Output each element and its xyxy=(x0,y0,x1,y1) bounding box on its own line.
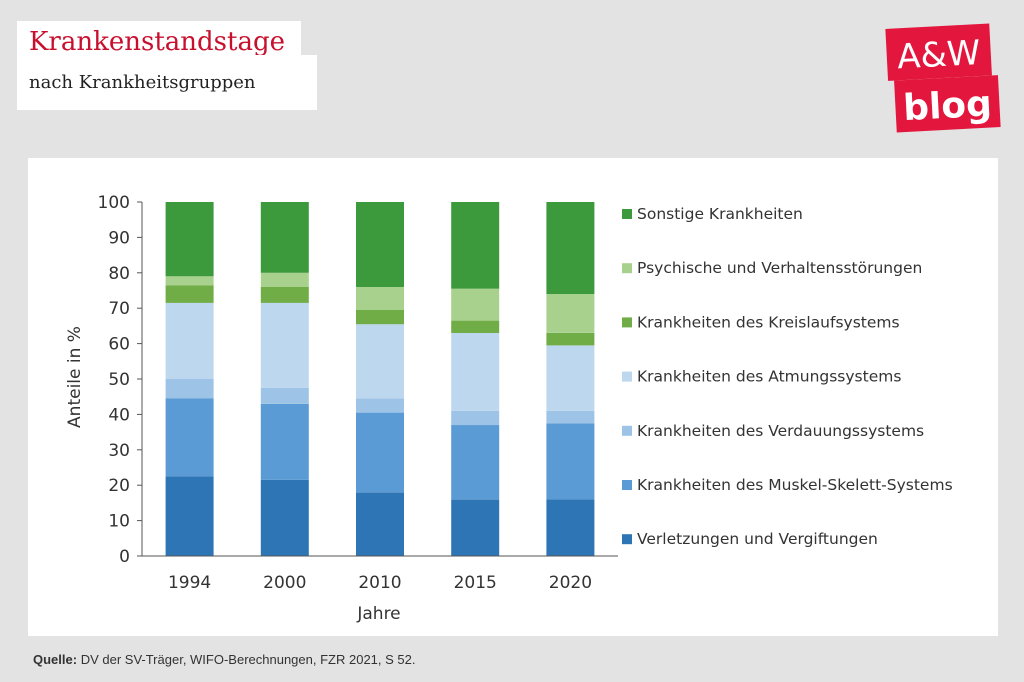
y-tick-label: 40 xyxy=(108,405,130,425)
bar-segment-2010-3 xyxy=(356,324,404,399)
legend-swatch xyxy=(622,371,632,382)
legend-label: Psychische und Verhaltensstörungen xyxy=(637,259,922,277)
bar-segment-2020-5 xyxy=(546,294,595,333)
legend-swatch xyxy=(622,480,632,490)
legend-label: Krankheiten des Verdauungssystems xyxy=(637,422,924,440)
bar-segment-1994-1 xyxy=(165,398,214,477)
bar-segment-1994-2 xyxy=(165,379,214,399)
y-tick-label: 70 xyxy=(108,299,130,319)
bar-segment-1994-0 xyxy=(165,476,214,556)
x-axis: 1994 2000 2010 2015 2020 xyxy=(142,555,618,593)
bar-segment-2000-1 xyxy=(260,403,309,480)
bar-segment-2000-5 xyxy=(260,272,309,287)
y-tick-label: 100 xyxy=(98,193,130,213)
stacked-bar-chart: 0 10 20 30 40 50 60 70 80 90 100 1994 2000 2010 2015 2… xyxy=(65,193,953,624)
bar-segment-2020-0 xyxy=(546,499,595,556)
bar-segment-1994-5 xyxy=(165,276,214,286)
bars-group xyxy=(165,202,595,556)
legend-swatch xyxy=(622,534,632,545)
bar-segment-2015-3 xyxy=(451,333,500,411)
x-tick-label: 2010 xyxy=(358,573,401,593)
bar-segment-2015-4 xyxy=(451,320,500,333)
bar-segment-2010-1 xyxy=(356,412,404,493)
bar-segment-2020-4 xyxy=(546,333,595,346)
bar-segment-2020-2 xyxy=(546,410,595,424)
y-tick-label: 0 xyxy=(119,547,130,567)
chart-panel: 0 10 20 30 40 50 60 70 80 90 100 1994 2000 2010 2015 2… xyxy=(28,158,998,636)
bar-segment-2015-0 xyxy=(451,499,500,556)
bar-segment-2020-3 xyxy=(546,345,595,411)
bar-segment-2015-1 xyxy=(451,425,500,500)
legend: Sonstige Krankheiten Psychische und Verha… xyxy=(622,205,953,548)
y-tick-label: 80 xyxy=(108,264,130,284)
legend-swatch xyxy=(622,317,632,328)
y-tick-label: 10 xyxy=(108,512,130,532)
bar-segment-2000-6 xyxy=(260,202,309,273)
bar-segment-1994-4 xyxy=(165,285,214,303)
legend-swatch xyxy=(622,425,632,436)
logo-top-block xyxy=(885,23,992,81)
legend-swatch xyxy=(622,209,632,219)
y-tick-label: 30 xyxy=(108,441,130,461)
bar-segment-2010-0 xyxy=(356,492,404,556)
logo-bottom-text: blog xyxy=(902,84,993,130)
legend-label: Verletzungen und Vergiftungen xyxy=(637,530,878,548)
logo-top-text: A&W xyxy=(896,33,981,77)
bar-segment-2000-2 xyxy=(260,387,309,404)
source-text: DV der SV-Träger, WIFO-Berechnungen, FZR… xyxy=(80,652,416,667)
y-tick-label: 20 xyxy=(108,476,130,496)
page-subtitle: nach Krankheitsgruppen xyxy=(29,72,256,93)
bar-segment-2010-2 xyxy=(356,398,404,413)
x-tick-label: 2000 xyxy=(263,573,306,593)
x-tick-label: 2015 xyxy=(454,573,497,593)
source-label: Quelle: xyxy=(33,652,78,667)
page-title: Krankenstandstage xyxy=(29,27,285,57)
bar-segment-2015-2 xyxy=(451,410,500,426)
legend-label: Sonstige Krankheiten xyxy=(637,205,803,223)
y-tick-label: 90 xyxy=(108,228,130,248)
x-tick-label: 1994 xyxy=(168,573,211,593)
bar-segment-1994-6 xyxy=(165,202,214,277)
bar-segment-2010-5 xyxy=(356,287,404,310)
legend-label: Krankheiten des Muskel-Skelett-Systems xyxy=(637,476,953,494)
bar-segment-1994-3 xyxy=(165,302,214,379)
bar-segment-2010-6 xyxy=(356,202,404,287)
legend-label: Krankheiten des Atmungssystems xyxy=(637,368,901,386)
bar-segment-2000-0 xyxy=(260,479,309,556)
bar-segment-2020-1 xyxy=(546,423,595,500)
bar-segment-2020-6 xyxy=(546,202,595,294)
y-tick-label: 50 xyxy=(108,370,130,390)
bar-segment-2010-4 xyxy=(356,310,404,325)
aw-blog-logo[interactable]: A&W blog xyxy=(884,22,1002,134)
logo-bottom-block xyxy=(894,75,1001,133)
bar-segment-2015-5 xyxy=(451,288,500,321)
subtitle-box: nach Krankheitsgruppen xyxy=(17,55,317,110)
y-axis: 0 10 20 30 40 50 60 70 80 90 100 xyxy=(98,193,143,567)
x-axis-label: Jahre xyxy=(356,604,400,624)
x-tick-label: 2020 xyxy=(549,573,592,593)
y-axis-label: Anteile in % xyxy=(65,326,85,428)
y-tick-label: 60 xyxy=(108,335,130,355)
bar-segment-2000-3 xyxy=(260,302,309,388)
source-note: Quelle: DV der SV-Träger, WIFO-Berechnun… xyxy=(33,652,415,667)
legend-label: Krankheiten des Kreislaufsystems xyxy=(637,313,900,331)
legend-swatch xyxy=(622,263,632,274)
bar-segment-2015-6 xyxy=(451,202,500,289)
bar-segment-2000-4 xyxy=(260,287,309,303)
